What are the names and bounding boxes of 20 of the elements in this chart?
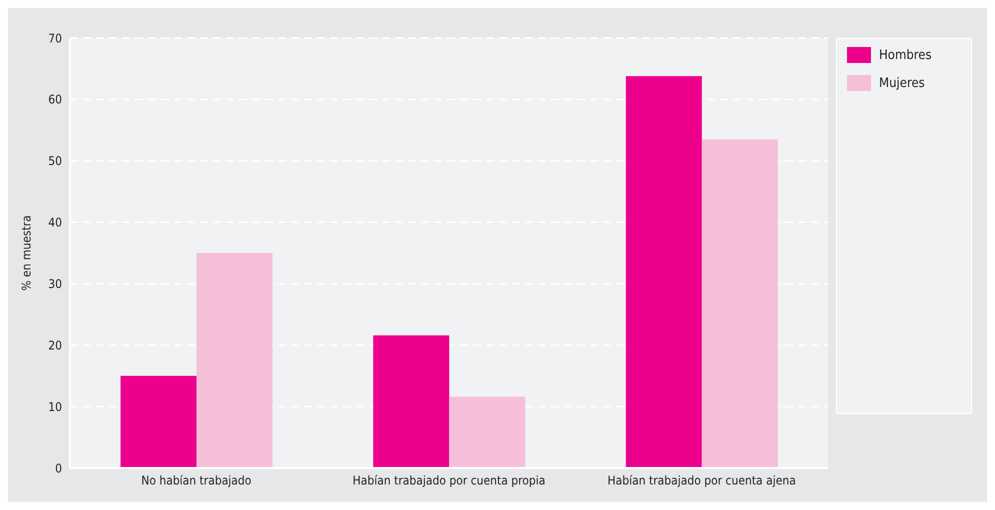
y-tick-label: 50 bbox=[48, 154, 62, 168]
bar bbox=[120, 376, 197, 468]
bar bbox=[196, 253, 273, 468]
y-tick-label: 30 bbox=[48, 276, 62, 291]
bar bbox=[702, 139, 778, 468]
y-tick-label: 10 bbox=[48, 400, 62, 414]
bar bbox=[626, 76, 702, 468]
legend-label: Hombres bbox=[879, 48, 932, 62]
y-tick-label: 20 bbox=[48, 338, 62, 352]
y-tick-label: 0 bbox=[55, 461, 62, 476]
bar bbox=[449, 396, 526, 468]
x-tick-label: Habían trabajado por cuenta propia bbox=[352, 474, 546, 488]
y-tick-label: 70 bbox=[48, 31, 62, 46]
y-tick-label: 40 bbox=[48, 216, 62, 230]
bar bbox=[373, 335, 450, 468]
legend-label: Mujeres bbox=[879, 76, 925, 90]
x-tick-label: Habían trabajado por cuenta ajena bbox=[608, 474, 796, 488]
x-tick-label: No habían trabajado bbox=[141, 474, 252, 488]
y-tick-label: 60 bbox=[48, 92, 62, 107]
y-axis-title: % en muestra bbox=[19, 215, 34, 291]
